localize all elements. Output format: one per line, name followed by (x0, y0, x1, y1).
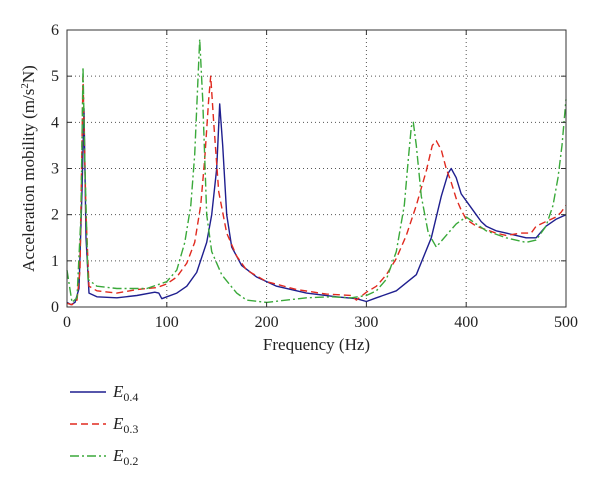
y-tick-label: 2 (51, 207, 59, 224)
series-line-0-3 (66, 75, 567, 306)
x-tick-label: 500 (554, 314, 578, 331)
x-tick-label: 0 (63, 314, 71, 331)
y-axis-label-superscript: 2 (19, 83, 31, 89)
legend-entry-label: E0.3 (112, 414, 138, 436)
x-tick-label: 200 (255, 314, 279, 331)
grid (67, 30, 566, 307)
y-tick-label: 4 (51, 114, 59, 131)
legend-entry-label: E0.2 (112, 446, 138, 468)
axis-ticks: 0 100 200 300 400 500 0 1 2 3 4 5 6 (51, 22, 578, 331)
y-axis-label-main: Acceleration mobility (m/s (19, 89, 38, 272)
y-axis-label: Acceleration mobility (m/s2N) (19, 65, 38, 272)
x-axis-label: Frequency (Hz) (263, 335, 370, 354)
y-axis-label-tail: N) (19, 65, 38, 83)
y-tick-label: 3 (51, 161, 59, 178)
y-tick-label: 6 (51, 22, 59, 39)
series-lines (66, 38, 567, 306)
legend-entry-label: E0.4 (112, 382, 138, 404)
x-tick-label: 400 (454, 314, 478, 331)
series-line-0-2 (66, 38, 567, 304)
y-tick-label: 1 (51, 253, 59, 270)
y-tick-label: 5 (51, 68, 59, 85)
series-line-0-4 (66, 103, 567, 306)
legend: E0.4 E0.3 E0.2 (70, 382, 138, 468)
x-tick-label: 100 (155, 314, 179, 331)
y-tick-label: 0 (51, 299, 59, 316)
x-tick-label: 300 (354, 314, 378, 331)
